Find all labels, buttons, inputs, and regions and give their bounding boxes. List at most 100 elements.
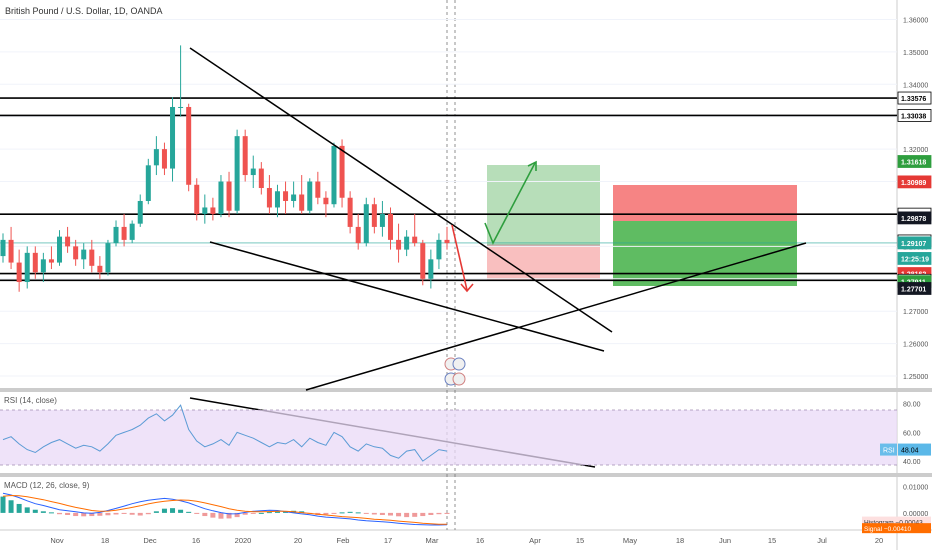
macd-histogram-bar (113, 512, 119, 515)
macd-histogram-bar (178, 509, 184, 513)
short-position-target-zone[interactable] (613, 221, 797, 286)
rsi-name-tag: RSI (883, 448, 895, 455)
time-tick-label: Dec (143, 536, 157, 545)
time-tick-label: 20 (294, 536, 302, 545)
macd-histogram-bar (226, 512, 232, 519)
price-axis-label: 1.29878 (901, 216, 926, 223)
candle-body (40, 259, 46, 273)
price-axis-label-box (897, 236, 932, 250)
candle-body (444, 239, 450, 244)
candle-body (412, 236, 418, 244)
macd-histogram-bar (428, 512, 434, 515)
macd-histogram-bar (444, 512, 450, 514)
macd-histogram-bar (32, 509, 38, 513)
macd-histogram-bar (396, 512, 402, 517)
macd-histogram-bar (218, 512, 224, 519)
macd-histogram-bar (202, 512, 208, 517)
macd-histogram-bar (105, 512, 111, 516)
rsi-tick-label: 60.00 (903, 430, 921, 437)
price-tick-label: 1.27000 (903, 309, 928, 316)
macd-histogram-bar (48, 512, 54, 514)
candle-body (242, 136, 248, 176)
candle-body (194, 184, 200, 214)
macd-histogram-bar (242, 512, 248, 515)
macd-histogram-bar (8, 500, 14, 513)
flag-icon-gb[interactable] (452, 372, 466, 386)
candle-body (57, 236, 63, 263)
descending-trendline-lower[interactable] (209, 241, 605, 352)
candle-body (8, 239, 14, 263)
candle-body (274, 191, 280, 208)
rsi-name-tag-box (880, 443, 897, 456)
time-tick-label: Feb (337, 536, 350, 545)
macd-histogram-bar (387, 512, 393, 516)
macd-histogram-bar (323, 512, 329, 515)
time-tick-label: Jun (719, 536, 731, 545)
flag-icon-us[interactable] (452, 357, 466, 371)
macd-histogram-bar (0, 496, 6, 513)
green-projection-arrow (484, 162, 536, 245)
macd-histogram-bar (194, 512, 200, 514)
long-position-target-zone[interactable] (487, 165, 600, 245)
candle-body (315, 181, 321, 198)
short-position-stop-zone[interactable] (613, 185, 797, 221)
macd-histogram-bar (347, 511, 353, 513)
macd-histogram-bar (371, 512, 377, 515)
macd-histogram-bar (412, 512, 418, 517)
macd-histogram-bar (266, 512, 272, 514)
candle-body (210, 207, 216, 214)
price-axis-label: 1.31618 (901, 159, 926, 166)
macd-histogram-bar (363, 512, 369, 514)
candle-body (387, 213, 393, 240)
economic-event-flags[interactable] (444, 357, 466, 386)
candle-body (428, 259, 434, 279)
macd-histogram-bar (420, 512, 426, 517)
candle-body (145, 165, 151, 201)
price-axis-label: 1.33038 (901, 113, 926, 120)
candle-body (73, 246, 79, 260)
price-tick-label: 1.36000 (903, 17, 928, 24)
time-tick-label: 15 (576, 536, 584, 545)
price-axis-label-box (897, 252, 932, 265)
time-tick-label: 20 (875, 536, 883, 545)
time-tick-label: 17 (384, 536, 392, 545)
time-tick-label: 16 (192, 536, 200, 545)
macd-histogram-bar (355, 512, 361, 514)
time-tick-label: 2020 (235, 536, 252, 545)
price-axis-label: 1.27701 (901, 286, 926, 293)
price-tick-label: 1.34000 (903, 82, 928, 89)
candle-body (299, 194, 305, 211)
ascending-trendline[interactable] (305, 242, 807, 391)
price-axis-label: 1.29107 (901, 241, 926, 248)
macd-histogram-bar (121, 512, 127, 514)
macd-histogram-bar (40, 511, 46, 513)
candle-body (129, 223, 135, 240)
macd-legend-box (862, 523, 931, 534)
macd-histogram-bar (186, 511, 192, 513)
candle-body (89, 249, 95, 266)
candle-body (323, 197, 329, 205)
macd-legend-box (862, 516, 931, 527)
rsi-value-label: 48.04 (901, 448, 919, 455)
rsi-line (2, 404, 448, 462)
candle-body (121, 226, 127, 240)
macd-histogram-bar (89, 512, 95, 517)
macd-histogram-bar (250, 512, 256, 514)
price-axis-label: 1.33576 (901, 96, 926, 103)
macd-histogram-bar (73, 512, 79, 517)
descending-trendline-upper[interactable] (189, 47, 613, 333)
macd-histogram-bar (145, 512, 151, 515)
candle-body (226, 181, 232, 211)
price-axis-label-box (897, 211, 932, 225)
candle-body (331, 145, 337, 205)
red-down-arrow (451, 224, 468, 291)
candle-body (420, 243, 426, 279)
time-tick-label: 16 (476, 536, 484, 545)
candle-body (32, 252, 38, 273)
price-tick-label: 1.35000 (903, 50, 928, 57)
long-position-stop-zone[interactable] (487, 245, 600, 281)
candle-body (218, 181, 224, 214)
price-tick-label: 1.32000 (903, 147, 928, 154)
